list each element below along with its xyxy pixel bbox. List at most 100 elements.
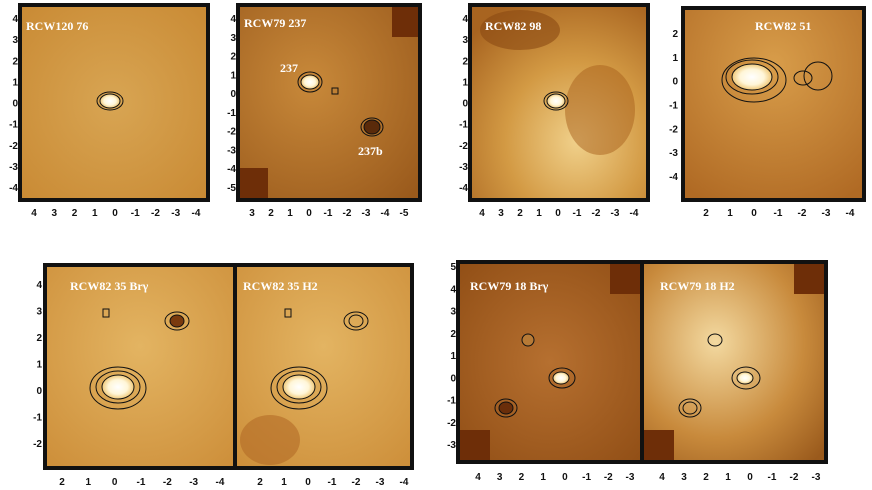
y-tick-label: 2: [230, 52, 236, 63]
y-tick-label: 0: [672, 77, 678, 88]
y-tick-label: 2: [36, 333, 42, 344]
y-tick-label: -1: [447, 396, 456, 407]
x-tick-label: 1: [86, 477, 92, 488]
y-tick-label: 0: [230, 89, 236, 100]
source-contour: [95, 370, 141, 404]
x-tick-label: -2: [151, 208, 160, 219]
x-tick-label: 0: [555, 208, 561, 219]
y-tick-label: -2: [669, 124, 678, 135]
x-tick-label: 2: [519, 472, 525, 483]
x-tick-label: -1: [131, 208, 140, 219]
y-tick-label: 5: [450, 262, 456, 273]
panel-2-label: RCW79 237: [244, 16, 306, 30]
masked-corner: [644, 430, 674, 460]
y-tick-label: 1: [230, 70, 236, 81]
x-tick-label: 2: [703, 208, 709, 219]
x-tick-label: 1: [727, 208, 733, 219]
x-tick-label: -1: [774, 208, 783, 219]
panel-rcw120-76: RCW120 76: [18, 3, 210, 202]
y-tick-label: -3: [227, 145, 236, 156]
x-tick-label: 1: [540, 472, 546, 483]
source-contour: [297, 71, 323, 93]
x-tick-label: -3: [376, 477, 385, 488]
source-contour: [552, 371, 570, 385]
x-tick-label: -2: [790, 472, 799, 483]
source-contour: [282, 374, 316, 400]
x-tick-label: -2: [604, 472, 613, 483]
source-contour: [521, 333, 535, 347]
x-tick-label: 0: [747, 472, 753, 483]
dark-region: [480, 10, 560, 50]
masked-corner: [240, 168, 268, 198]
panel-2-image: [236, 3, 422, 202]
y-tick-label: 2: [12, 56, 18, 67]
x-tick-label: 2: [59, 477, 65, 488]
x-tick-label: 0: [305, 477, 311, 488]
x-tick-label: 4: [479, 208, 485, 219]
source-contour: [725, 59, 779, 95]
source-label-237b: 237b: [358, 144, 383, 158]
x-tick-label: 2: [72, 208, 78, 219]
panel-5b-label: RCW82 35 H2: [243, 279, 318, 293]
source-contour: [546, 93, 566, 109]
source-contour: [300, 74, 320, 90]
x-tick-label: -2: [798, 208, 807, 219]
y-tick-label: -3: [459, 162, 468, 173]
panel-4-label: RCW82 51: [755, 19, 811, 33]
source-contour: [99, 93, 121, 109]
x-tick-label: 4: [475, 472, 481, 483]
y-tick-label: -3: [447, 440, 456, 451]
masked-corner: [610, 264, 640, 294]
source-contour: [548, 367, 576, 389]
y-tick-label: 4: [462, 14, 468, 25]
source-contour: [331, 87, 339, 95]
y-tick-label: -1: [669, 101, 678, 112]
axis-ticks: 4 3 2 1 0 -1 -2 -3 -4 4 3 2 1 0 -1 -2 -3 -4 3 2 1 0 -1 -2 -3 -4 -5…: [9, 14, 855, 488]
x-tick-label: -4: [381, 208, 390, 219]
y-tick-label: -4: [227, 164, 236, 175]
panel-rcw79-237: RCW79 237 237 237b: [236, 3, 422, 202]
panel-1-label: RCW120 76: [26, 19, 88, 33]
y-tick-label: 0: [450, 373, 456, 384]
x-tick-label: 3: [497, 472, 503, 483]
y-tick-label: 2: [462, 56, 468, 67]
source-contour: [543, 91, 569, 111]
x-tick-label: -2: [343, 208, 352, 219]
source-contour: [284, 308, 292, 318]
panel-6a-image: [456, 260, 644, 464]
x-tick-label: 0: [306, 208, 312, 219]
x-tick-label: 2: [257, 477, 263, 488]
x-tick-label: -3: [812, 472, 821, 483]
x-tick-label: -1: [328, 477, 337, 488]
masked-corner: [460, 430, 490, 460]
y-tick-label: -2: [227, 127, 236, 138]
x-tick-label: -4: [846, 208, 855, 219]
y-tick-label: -1: [33, 413, 42, 424]
source-contour: [169, 314, 185, 328]
source-contour: [96, 91, 124, 111]
panel-4-image: [681, 6, 866, 202]
x-tick-label: 0: [112, 208, 118, 219]
source-contour: [498, 401, 514, 415]
x-tick-label: 1: [92, 208, 98, 219]
source-contour: [731, 366, 761, 390]
x-tick-label: -3: [362, 208, 371, 219]
dark-region: [565, 65, 635, 155]
y-tick-label: 4: [12, 14, 18, 25]
x-tick-label: 1: [281, 477, 287, 488]
y-tick-label: 1: [36, 360, 42, 371]
source-contour: [731, 63, 773, 91]
x-tick-label: -3: [171, 208, 180, 219]
panel-5a-image: [43, 263, 237, 470]
source-contour: [102, 308, 110, 318]
y-tick-label: 2: [450, 329, 456, 340]
y-tick-label: -2: [33, 439, 42, 450]
y-tick-label: 3: [462, 35, 468, 46]
masked-corner: [392, 7, 418, 37]
y-tick-label: 1: [12, 77, 18, 88]
x-tick-label: 3: [249, 208, 255, 219]
y-tick-label: 1: [672, 53, 678, 64]
y-tick-label: 0: [12, 99, 18, 110]
